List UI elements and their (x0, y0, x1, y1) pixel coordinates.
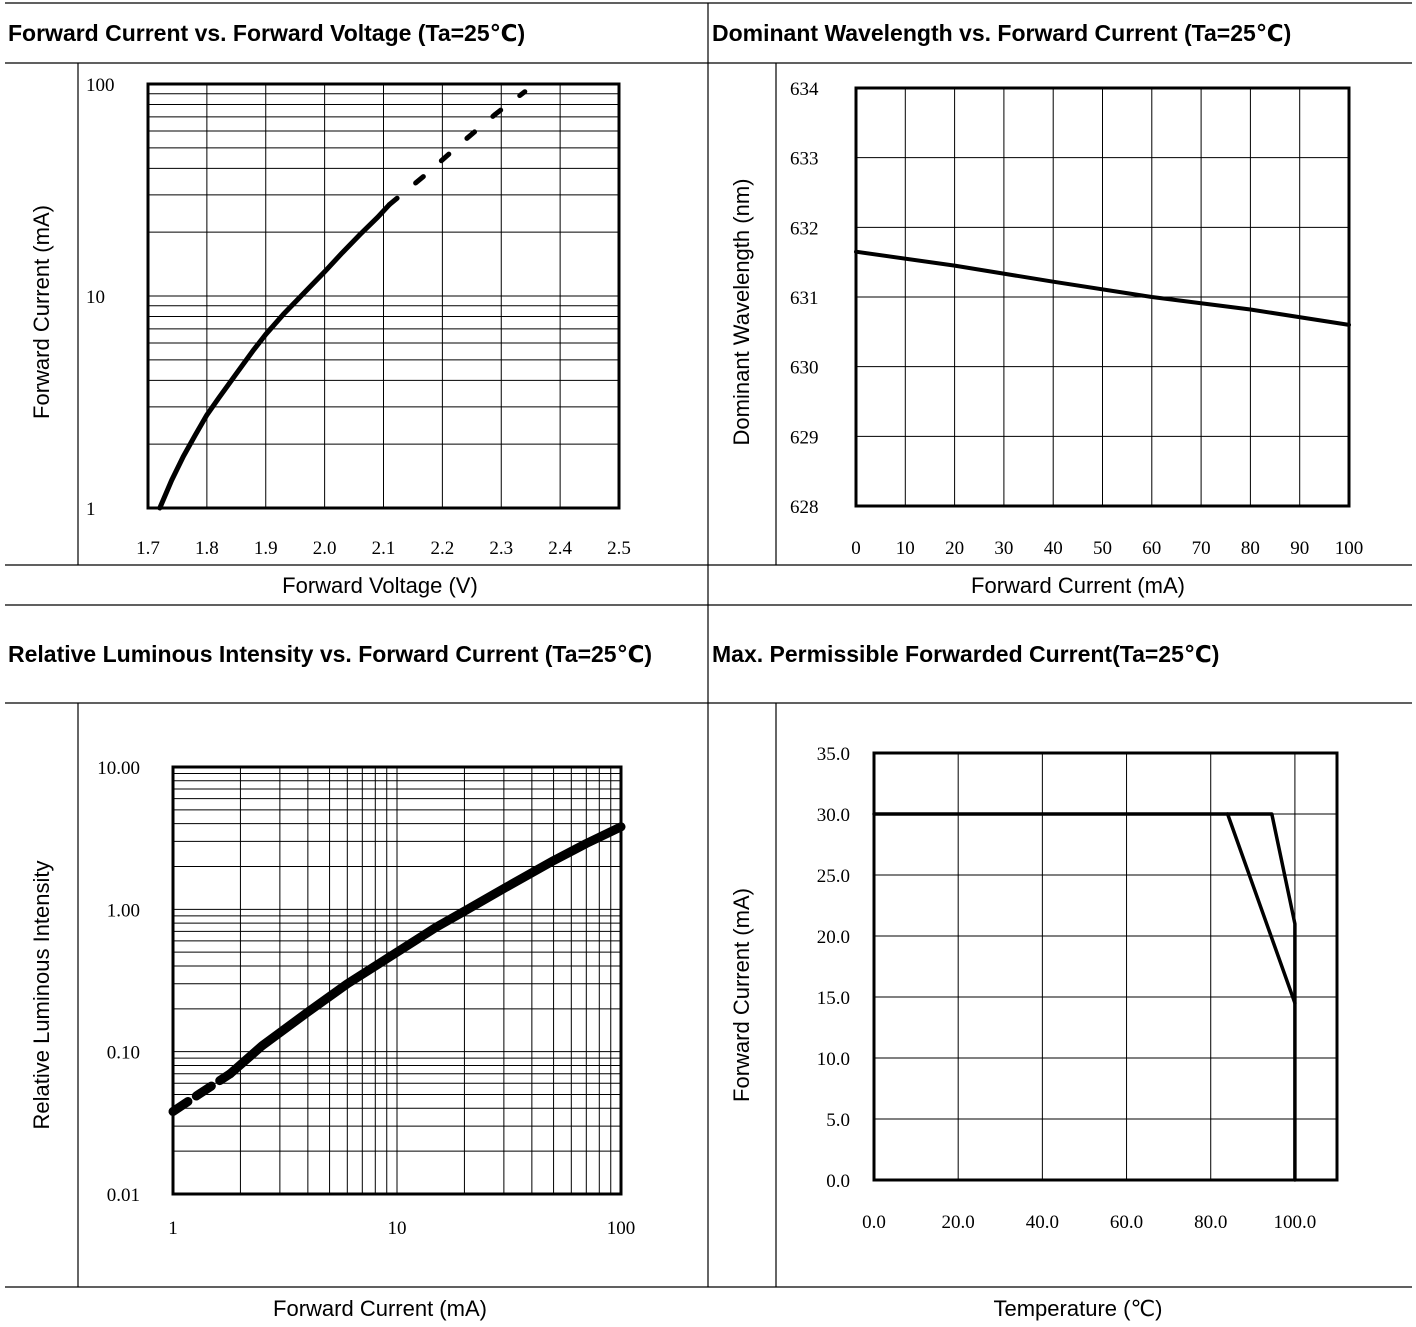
chart-4-x-tick-label: 80.0 (1194, 1212, 1227, 1233)
chart-1-series-1 (157, 202, 392, 511)
chart-4-x-label: Temperature (℃) (993, 1296, 1163, 1321)
chart-3-series-2 (225, 822, 626, 1079)
chart-4-x-tick-label: 60.0 (1110, 1212, 1143, 1233)
chart-2-y-tick-label: 631 (790, 288, 819, 309)
chart-1-x-tick-label: 2.5 (607, 538, 631, 559)
chart-1-x-tick-label: 1.9 (254, 538, 278, 559)
chart-3-plot-area (171, 765, 623, 1196)
chart-4-y-tick-label: 5.0 (826, 1110, 850, 1131)
chart-4-series-1 (872, 812, 1297, 1182)
chart-2-x-tick-label: 10 (896, 538, 915, 559)
chart-3-x-tick-label: 10 (388, 1218, 407, 1239)
chart-2-x-tick-label: 0 (851, 538, 861, 559)
chart-4-y-tick-label: 15.0 (817, 988, 850, 1009)
chart-2-x-tick-label: 40 (1044, 538, 1063, 559)
chart-4-x-tick-label: 100.0 (1274, 1212, 1317, 1233)
chart-3-y-tick-label: 10.00 (97, 758, 140, 779)
chart-2-x-label: Forward Current (mA) (971, 573, 1185, 598)
chart-4-x-tick-label: 40.0 (1026, 1212, 1059, 1233)
chart-4-y-tick-label: 10.0 (817, 1049, 850, 1070)
chart-2-y-tick-label: 634 (790, 79, 819, 100)
chart-1-x-tick-label: 2.4 (548, 538, 572, 559)
chart-1-y-tick-label: 10 (86, 287, 105, 308)
chart-2-x-tick-label: 90 (1290, 538, 1309, 559)
chart-2-x-tick-label: 60 (1142, 538, 1161, 559)
chart-1-x-tick-label: 2.2 (431, 538, 455, 559)
chart-3-x-tick-label: 100 (607, 1218, 636, 1239)
chart-4-y-tick-label: 35.0 (817, 744, 850, 765)
chart-4-title: Max. Permissible Forwarded Current(Ta=25… (712, 641, 1220, 667)
chart-1-plot-area (146, 82, 621, 510)
chart-1-x-tick-label: 2.3 (489, 538, 513, 559)
chart-3-series-1 (168, 1069, 235, 1116)
chart-2-title: Dominant Wavelength vs. Forward Current … (712, 20, 1292, 46)
chart-1-x-tick-label: 2.0 (313, 538, 337, 559)
chart-1-y-tick-label: 100 (86, 75, 115, 96)
chart-4-x-tick-label: 0.0 (862, 1212, 886, 1233)
chart-1-x-tick-label: 2.1 (372, 538, 396, 559)
chart-1-x-label: Forward Voltage (V) (282, 573, 478, 598)
chart-3-y-tick-label: 0.10 (107, 1043, 140, 1064)
chart-2-x-tick-label: 30 (994, 538, 1013, 559)
chart-2-y-tick-label: 630 (790, 358, 819, 379)
chart-2-x-tick-label: 70 (1192, 538, 1211, 559)
chart-2-x-tick-label: 50 (1093, 538, 1112, 559)
chart-1-y-tick-label: 1 (86, 499, 96, 520)
chart-2-y-tick-label: 633 (790, 149, 819, 170)
chart-1-x-tick-label: 1.7 (136, 538, 160, 559)
chart-4-y-tick-label: 30.0 (817, 805, 850, 826)
chart-3-title: Relative Luminous Intensity vs. Forward … (8, 641, 653, 667)
chart-2-series-1 (854, 249, 1351, 327)
chart-2-plot-area (854, 86, 1351, 508)
chart-3-x-label: Forward Current (mA) (273, 1296, 487, 1321)
chart-4-series-2 (1225, 812, 1297, 1005)
chart-2-x-tick-label: 80 (1241, 538, 1260, 559)
chart-2-x-tick-label: 20 (945, 538, 964, 559)
chart-3-y-tick-label: 1.00 (107, 900, 140, 921)
chart-1-title: Forward Current vs. Forward Voltage (Ta=… (8, 20, 526, 46)
chart-2-y-tick-label: 632 (790, 218, 819, 239)
chart-3-x-tick-label: 1 (168, 1218, 178, 1239)
chart-2-y-tick-label: 629 (790, 427, 819, 448)
chart-4-x-tick-label: 20.0 (942, 1212, 975, 1233)
chart-2-y-tick-label: 628 (790, 497, 819, 518)
chart-2-x-tick-label: 100 (1335, 538, 1364, 559)
chart-4-y-tick-label: 25.0 (817, 866, 850, 887)
chart-3-y-tick-label: 0.01 (107, 1185, 140, 1206)
chart-4-plot-area (872, 751, 1339, 1182)
chart-4-y-tick-label: 0.0 (826, 1171, 850, 1192)
chart-4-y-tick-label: 20.0 (817, 927, 850, 948)
chart-1-x-tick-label: 1.8 (195, 538, 219, 559)
